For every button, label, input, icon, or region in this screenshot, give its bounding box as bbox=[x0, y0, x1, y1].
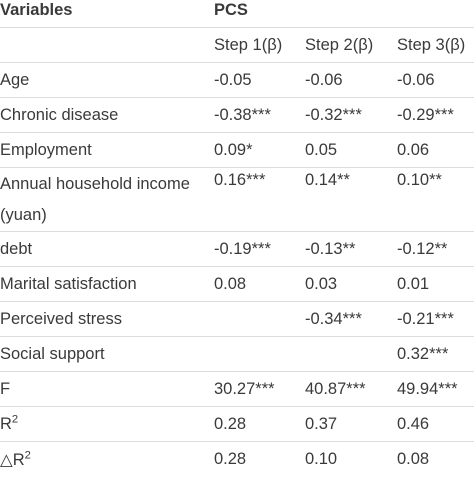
pcs-header: PCS bbox=[214, 1, 248, 19]
variable-name: F bbox=[0, 371, 214, 407]
step-1-value: -0.05 bbox=[214, 62, 305, 98]
step-3-value: 0.08 bbox=[397, 441, 474, 477]
table-row: Annual household income (yuan) 0.16*** 0… bbox=[0, 167, 474, 232]
variable-name: Annual household income (yuan) bbox=[0, 167, 214, 232]
header-blank-cell bbox=[397, 0, 474, 28]
header-blank-cell bbox=[305, 0, 397, 28]
table-row: R2 0.28 0.37 0.46 bbox=[0, 406, 474, 442]
variable-name: R2 bbox=[0, 406, 214, 442]
step-2-value: 40.87*** bbox=[305, 371, 397, 407]
table-row: Marital satisfaction 0.08 0.03 0.01 bbox=[0, 266, 474, 302]
header-row: Variables PCS bbox=[0, 0, 474, 28]
step-2-value: -0.13** bbox=[305, 231, 397, 267]
step-2-value: 0.05 bbox=[305, 132, 397, 168]
variable-label: △R bbox=[0, 450, 25, 469]
variable-name: Chronic disease bbox=[0, 97, 214, 133]
step-2-value: 0.37 bbox=[305, 406, 397, 442]
step-1-header: Step 1(β) bbox=[214, 27, 305, 63]
step-2-header: Step 2(β) bbox=[305, 27, 397, 63]
variable-name: debt bbox=[0, 231, 214, 267]
step-1-value bbox=[214, 336, 305, 372]
variable-name: Social support bbox=[0, 336, 214, 372]
step-1-value: -0.38*** bbox=[214, 97, 305, 133]
step-1-value: -0.19*** bbox=[214, 231, 305, 267]
superscript-two: 2 bbox=[11, 413, 19, 425]
step-3-value: 49.94*** bbox=[397, 371, 474, 407]
table-row: Perceived stress -0.34*** -0.21*** bbox=[0, 301, 474, 337]
step-2-value: -0.06 bbox=[305, 62, 397, 98]
table-row: Age -0.05 -0.06 -0.06 bbox=[0, 62, 474, 98]
table-row: Chronic disease -0.38*** -0.32*** -0.29*… bbox=[0, 97, 474, 133]
step-1-value: 30.27*** bbox=[214, 371, 305, 407]
step-2-value: 0.14** bbox=[305, 167, 397, 232]
table-row: debt -0.19*** -0.13** -0.12** bbox=[0, 231, 474, 267]
step-1-value: 0.08 bbox=[214, 266, 305, 302]
step-3-value: -0.21*** bbox=[397, 301, 474, 337]
step-2-value: 0.03 bbox=[305, 266, 397, 302]
variable-name: Age bbox=[0, 62, 214, 98]
step-1-value: 0.09* bbox=[214, 132, 305, 168]
step-3-value: 0.32*** bbox=[397, 336, 474, 372]
step-2-value: 0.10 bbox=[305, 441, 397, 477]
step-2-value: -0.32*** bbox=[305, 97, 397, 133]
superscript-two: 2 bbox=[24, 449, 31, 461]
step-2-value bbox=[305, 336, 397, 372]
steps-row: Step 1(β) Step 2(β) Step 3(β) bbox=[0, 27, 474, 63]
step-3-value: 0.06 bbox=[397, 132, 474, 168]
step-3-value: 0.10** bbox=[397, 167, 474, 232]
variable-name: Employment bbox=[0, 132, 214, 168]
variable-name: △R2 bbox=[0, 441, 214, 477]
step-3-value: -0.12** bbox=[397, 231, 474, 267]
step-3-value: 0.01 bbox=[397, 266, 474, 302]
step-1-value: 0.16*** bbox=[214, 167, 305, 232]
steps-blank-cell bbox=[0, 27, 214, 63]
step-2-value: -0.34*** bbox=[305, 301, 397, 337]
table-row: Social support 0.32*** bbox=[0, 336, 474, 372]
step-3-value: 0.46 bbox=[397, 406, 474, 442]
variable-name: Perceived stress bbox=[0, 301, 214, 337]
variable-label: R bbox=[0, 414, 12, 433]
variable-name: Marital satisfaction bbox=[0, 266, 214, 302]
step-1-value: 0.28 bbox=[214, 406, 305, 442]
step-3-value: -0.06 bbox=[397, 62, 474, 98]
table-row: F 30.27*** 40.87*** 49.94*** bbox=[0, 371, 474, 407]
table-row: Employment 0.09* 0.05 0.06 bbox=[0, 132, 474, 168]
variables-header: Variables bbox=[0, 1, 73, 19]
step-1-value: 0.28 bbox=[214, 441, 305, 477]
step-1-value bbox=[214, 301, 305, 337]
table-row: △R2 0.28 0.10 0.08 bbox=[0, 441, 474, 477]
step-3-value: -0.29*** bbox=[397, 97, 474, 133]
step-3-header: Step 3(β) bbox=[397, 27, 474, 63]
